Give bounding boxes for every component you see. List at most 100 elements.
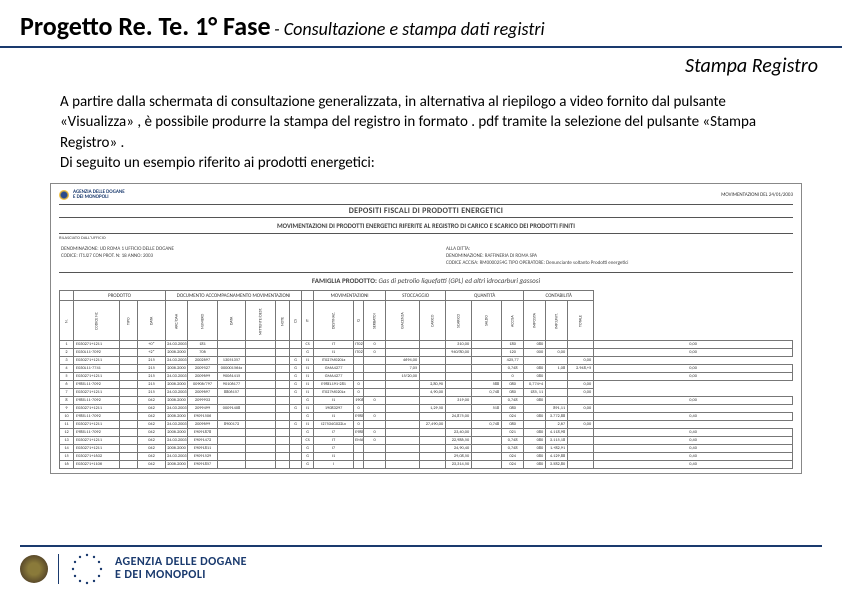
page-title: Progetto Re. Te. 1° Fase: [20, 10, 271, 42]
table-cell: [120, 445, 138, 453]
table-row: 12E98EL11-70920422006.2000E9091878GI7E98…: [60, 429, 793, 437]
table-cell: 080: [524, 453, 546, 461]
table-cell: E9091811: [188, 445, 218, 453]
table-cell: [120, 461, 138, 469]
table-cell: 215: [138, 389, 166, 397]
table-cell: 181: [188, 341, 218, 349]
table-col-header: SCARICO: [446, 301, 472, 341]
table-cell: [276, 373, 290, 381]
table-cell: 90106177: [218, 381, 246, 389]
table-cell: 080: [502, 421, 524, 429]
table-cell: [354, 357, 364, 365]
table-col-header: NUMERO: [188, 301, 218, 341]
table-cell: 2006.2000: [166, 365, 188, 373]
table-cell: 2006.2000: [166, 397, 188, 405]
table-cell: I1: [314, 349, 354, 357]
table-cell: [364, 421, 386, 429]
table-cell: 215: [138, 357, 166, 365]
table-cell: 2009699: [188, 373, 218, 381]
table-cell: 2006.2000: [166, 429, 188, 437]
table-cell: [386, 453, 420, 461]
table-cell: [420, 349, 446, 357]
table-cell: [246, 349, 276, 357]
table-cell: [386, 413, 420, 421]
section-label: Stampa Registro: [0, 48, 842, 82]
table-cell: E030271+1211: [74, 421, 120, 429]
table-cell: 19083297: [354, 397, 364, 405]
meta-left-codice: CODICE: IT1J27 CON PROT. N: 18 ANNO: 200…: [61, 253, 406, 259]
table-cell: [120, 437, 138, 445]
table-cell: [290, 461, 302, 469]
table-group-row: PRODOTTODOCUMENTO ACCOMPAGNAMENTO MOVIME…: [60, 291, 793, 301]
table-cell: [120, 413, 138, 421]
table-col-header: MITTENTE/DEST.: [246, 301, 276, 341]
release-label: RILASCIATO DALL'UFFICIO: [59, 236, 793, 241]
table-row: 13E030271+121104224.03.2003E9091472CSITE…: [60, 437, 793, 445]
table-cell: [472, 357, 502, 365]
table-cell: 0,748: [472, 389, 502, 397]
table-cell: 0: [354, 421, 364, 429]
table-cell: [246, 381, 276, 389]
table-cell: [446, 357, 472, 365]
table-cell: 0,40: [594, 437, 793, 445]
table-cell: 24.03.2003: [166, 437, 188, 445]
table-cell: 2006.2000: [166, 413, 188, 421]
table-cell: I1: [302, 421, 314, 429]
table-cell: [364, 389, 386, 397]
table-cell: E030L11-7092: [74, 349, 120, 357]
footer-separator: [58, 554, 59, 584]
table-cell: [446, 421, 472, 429]
table-cell: G: [302, 453, 314, 461]
table-cell: 080: [524, 413, 546, 421]
emblem-icon: [20, 555, 48, 583]
table-cell: [276, 389, 290, 397]
table-cell: 9: [60, 405, 74, 413]
table-cell: [364, 445, 386, 453]
table-cell: 24.03.2003: [166, 373, 188, 381]
table-cell: +2*: [138, 349, 166, 357]
table-row: 9E030271+121104224.03.200320994990009140…: [60, 405, 793, 413]
table-cell: [386, 405, 420, 413]
stars-icon: [59, 190, 69, 200]
table-col-header: IMP.UNIT.: [546, 301, 568, 341]
table-cell: [276, 357, 290, 365]
table-cell: 080: [524, 445, 546, 453]
table-cell: [218, 453, 246, 461]
table-cell: [420, 453, 446, 461]
table-col-header: Q: [354, 301, 364, 341]
table-cell: 13051357: [218, 357, 246, 365]
table-cell: 27,490,00: [420, 421, 446, 429]
table-cell: [290, 341, 302, 349]
table-cell: [276, 381, 290, 389]
table-cell: 0,00: [594, 373, 793, 381]
table-row: 4E030L11-77412152006.2000200952700000156…: [60, 365, 793, 373]
table-cell: 0: [364, 429, 386, 437]
table-col-header: DATA: [138, 301, 166, 341]
table-cell: G: [302, 397, 314, 405]
table-cell: [386, 445, 420, 453]
table-cell: 10: [60, 413, 74, 421]
table-cell: [290, 413, 302, 421]
footer-agency: AGENZIA DELLE DOGANE E DEI MONOPOLI: [115, 556, 247, 581]
table-cell: G: [290, 365, 302, 373]
table-cell: E98EL11-7092: [74, 397, 120, 405]
table-cell: 2009527: [188, 365, 218, 373]
table-cell: 0,00: [594, 349, 793, 357]
table-cell: [290, 453, 302, 461]
table-cell: EMAT-SE178: [354, 437, 364, 445]
body-p1: A partire dalla schermata di consultazio…: [60, 93, 756, 152]
table-col-header: DATA: [218, 301, 246, 341]
table-cell: 2009697: [188, 389, 218, 397]
table-cell: 0: [364, 413, 386, 421]
table-cell: 3.772,88: [546, 413, 568, 421]
meta-left: DENOMINAZIONE: UD ROMA 1 UFFICIO DELLE D…: [61, 245, 406, 267]
table-cell: [218, 349, 246, 357]
table-col-header: CARICO: [420, 301, 446, 341]
table-cell: 0,748: [502, 397, 524, 405]
table-cell: [420, 445, 446, 453]
table-cell: [354, 373, 364, 381]
table-cell: G: [302, 413, 314, 421]
table-cell: 080: [524, 341, 546, 349]
report-agency: AGENZIA DELLE DOGANE E DEI MONOPOLI: [73, 190, 125, 200]
table-cell: 0: [502, 373, 524, 381]
